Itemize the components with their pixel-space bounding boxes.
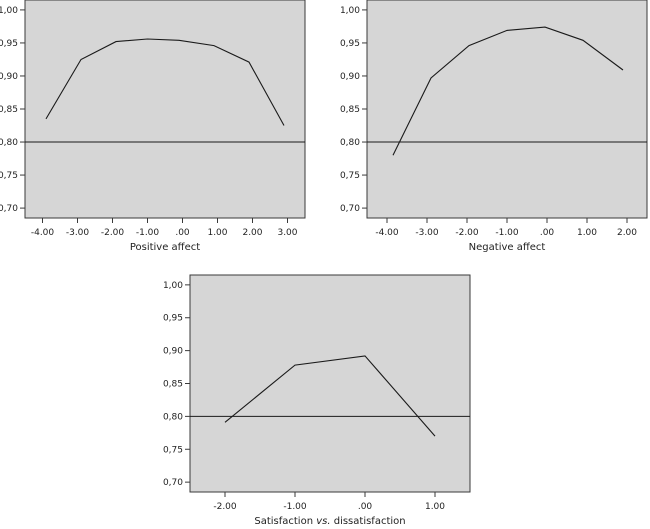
y-tick-label: 1,00 (163, 281, 183, 291)
x-axis-title-part-1: Satisfaction (254, 516, 316, 527)
x-tick-label: 1.00 (207, 228, 227, 238)
y-tick-label: 0,75 (163, 445, 183, 455)
x-axis-title: Negative affect (469, 242, 546, 253)
x-tick-label: .00 (175, 228, 190, 238)
x-tick-label: -1.00 (136, 228, 160, 238)
y-tick-label: 0,80 (340, 138, 360, 148)
y-tick-label: 0,95 (163, 314, 183, 324)
x-tick-label: 2.00 (242, 228, 262, 238)
x-tick-label: -2.00 (455, 228, 479, 238)
plot-area (24, 0, 306, 219)
plot-area (189, 274, 471, 493)
y-tick-label: 0,95 (340, 39, 360, 49)
x-tick-label: -4.00 (31, 228, 55, 238)
y-tick-label: 0,70 (0, 204, 18, 214)
x-tick-label: -2.00 (213, 502, 237, 512)
x-tick-label: 2.00 (617, 228, 637, 238)
series-line (224, 355, 436, 437)
x-axis-title-part-2: vs. (316, 516, 330, 527)
y-tick-label: 0,80 (0, 138, 18, 148)
x-axis-title: Positive affect (130, 242, 200, 253)
x-tick-label: .00 (540, 228, 555, 238)
y-tick-label: 1,00 (0, 6, 18, 16)
y-tick-label: 0,70 (340, 204, 360, 214)
y-tick-label: 0,75 (0, 171, 18, 181)
x-tick-label: -2.00 (101, 228, 125, 238)
y-tick-label: 0,90 (0, 72, 18, 82)
chart-panel-positive-affect: Positive affect 0,70 0,75 0,80 0,85 0,90 0,95… (0, 0, 306, 253)
y-tick-label: 0,90 (340, 72, 360, 82)
chart-panel-negative-affect: Negative affect 0,70 0,75 0,80 0,85 0,90 0,95… (340, 0, 648, 253)
y-tick-label: 0,85 (340, 105, 360, 115)
y-tick-label: 0,85 (163, 380, 183, 390)
y-tick-label: 1,00 (340, 6, 360, 16)
y-tick-label: 0,75 (340, 171, 360, 181)
x-tick-label: -3.00 (415, 228, 439, 238)
x-tick-label: 1.00 (425, 502, 445, 512)
y-tick-label: 0,85 (0, 105, 18, 115)
x-tick-label: .00 (358, 502, 373, 512)
x-axis-title: Satisfaction vs. dissatisfaction (254, 516, 405, 527)
x-tick-label: 1.00 (577, 228, 597, 238)
x-tick-label: 3.00 (277, 228, 297, 238)
x-tick-label: -1.00 (495, 228, 519, 238)
x-tick-label: -3.00 (66, 228, 90, 238)
y-tick-label: 0,70 (163, 478, 183, 488)
plot-area (366, 0, 648, 219)
x-axis-title-part-3: dissatisfaction (331, 516, 406, 527)
x-tick-label: -4.00 (375, 228, 399, 238)
series-line (45, 38, 285, 126)
y-tick-label: 0,90 (163, 347, 183, 357)
y-tick-label: 0,95 (0, 39, 18, 49)
series-line (392, 26, 624, 156)
chart-panel-satisfaction: Satisfaction vs. dissatisfaction 0,70 0,7… (163, 274, 471, 527)
x-tick-label: -1.00 (283, 502, 307, 512)
y-tick-label: 0,80 (163, 412, 183, 422)
